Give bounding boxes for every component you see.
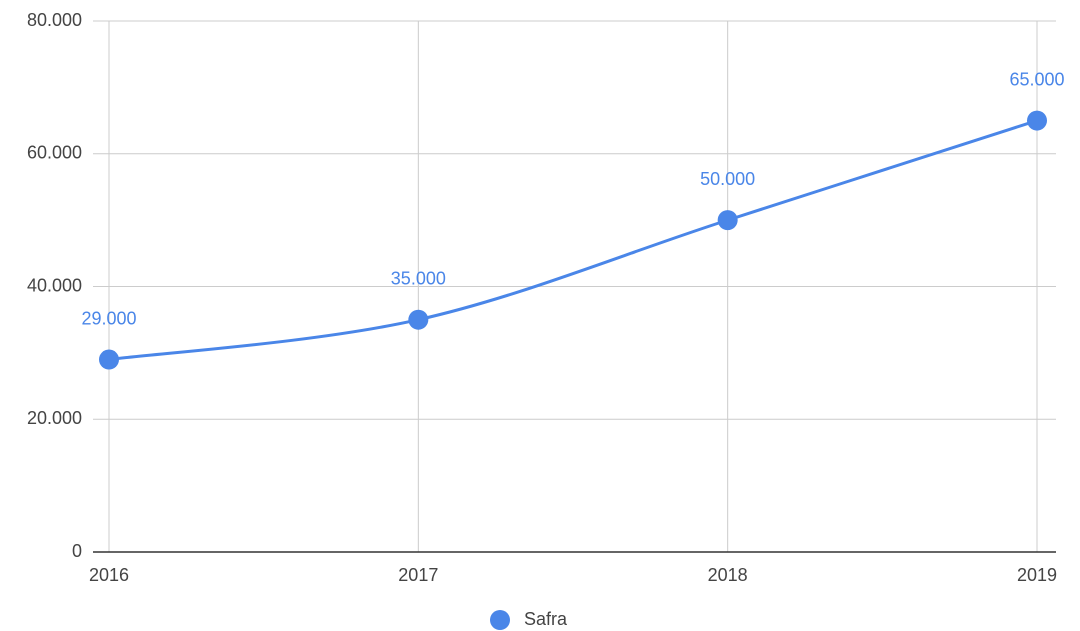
y-tick-label: 0 [72,541,82,561]
data-label: 65.000 [1009,69,1064,89]
y-tick-label: 60.000 [27,143,82,163]
data-label: 29.000 [81,308,136,328]
legend-marker [490,610,510,630]
y-tick-label: 40.000 [27,275,82,295]
x-tick-label: 2018 [708,565,748,585]
point [717,210,738,231]
point [99,349,119,370]
x-tick-label: 2016 [89,565,129,585]
data-label: 35.000 [391,268,446,288]
legend-label: Safra [524,609,568,629]
x-tick-label: 2019 [1017,565,1057,585]
point [1027,110,1047,131]
x-tick-label: 2017 [398,565,438,585]
point [408,309,429,330]
data-label: 50.000 [700,169,755,189]
y-tick-label: 20.000 [27,408,82,428]
y-tick-label: 80.000 [27,10,82,30]
line [108,119,1038,362]
